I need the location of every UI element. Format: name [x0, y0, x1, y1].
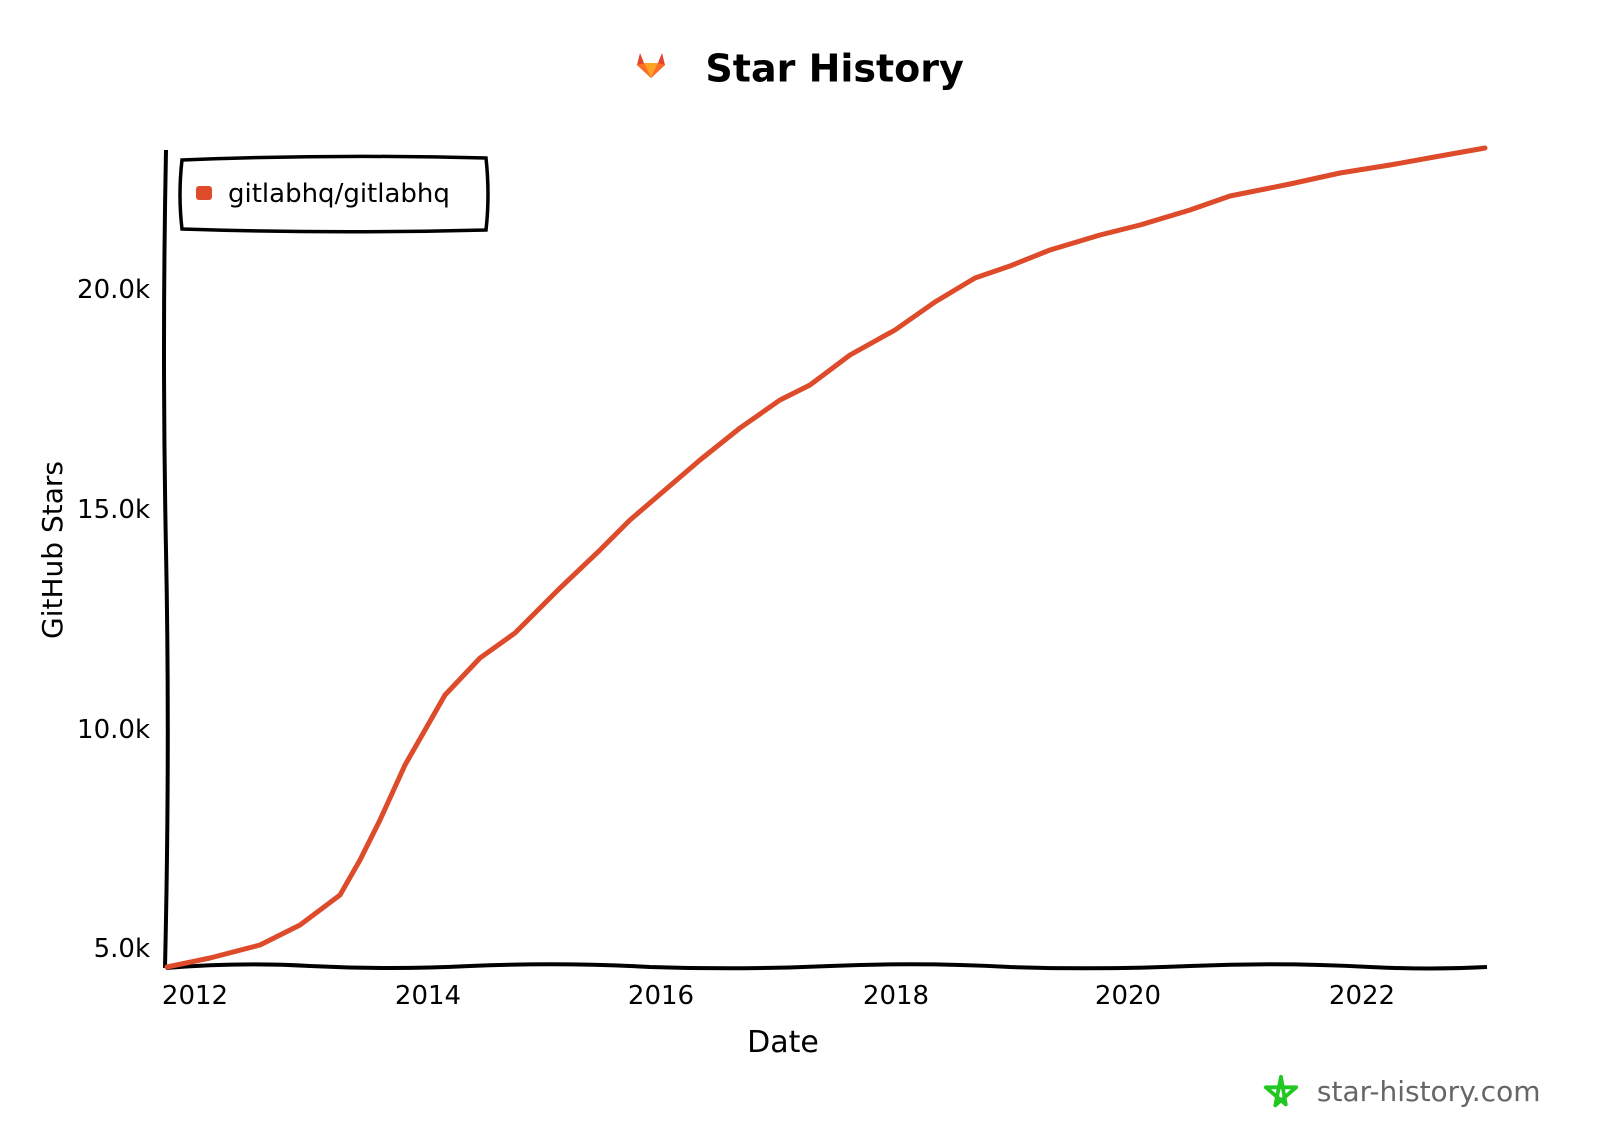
x-tick-2020: 2020 [1095, 981, 1161, 1011]
legend-label: gitlabhq/gitlabhq [228, 179, 450, 209]
watermark-text: star-history.com [1316, 1075, 1541, 1108]
star-history-logo-icon [1263, 1074, 1299, 1108]
y-tick-15k: 15.0k [77, 495, 150, 525]
legend: gitlabhq/gitlabhq [178, 154, 490, 234]
x-tick-2014: 2014 [395, 981, 461, 1011]
legend-swatch [196, 186, 212, 200]
watermark: star-history.com [1262, 1074, 1540, 1112]
x-tick-2018: 2018 [863, 981, 929, 1011]
x-tick-2012: 2012 [162, 981, 228, 1011]
y-tick-20k: 20.0k [77, 275, 150, 305]
x-axis [165, 962, 1488, 971]
series-line-gitlabhq [164, 145, 1488, 970]
x-tick-2016: 2016 [628, 981, 694, 1011]
chart-title-text: Star History [705, 46, 964, 91]
x-axis-title: Date [747, 1025, 819, 1060]
y-tick-10k: 10.0k [77, 715, 150, 745]
chart-title: Star History [0, 44, 1600, 91]
y-axis-title: GitHub Stars [36, 461, 69, 639]
x-tick-2022: 2022 [1329, 981, 1395, 1011]
y-tick-5k: 5.0k [94, 934, 150, 964]
y-axis [162, 149, 170, 969]
gitlab-logo-icon [637, 52, 666, 78]
